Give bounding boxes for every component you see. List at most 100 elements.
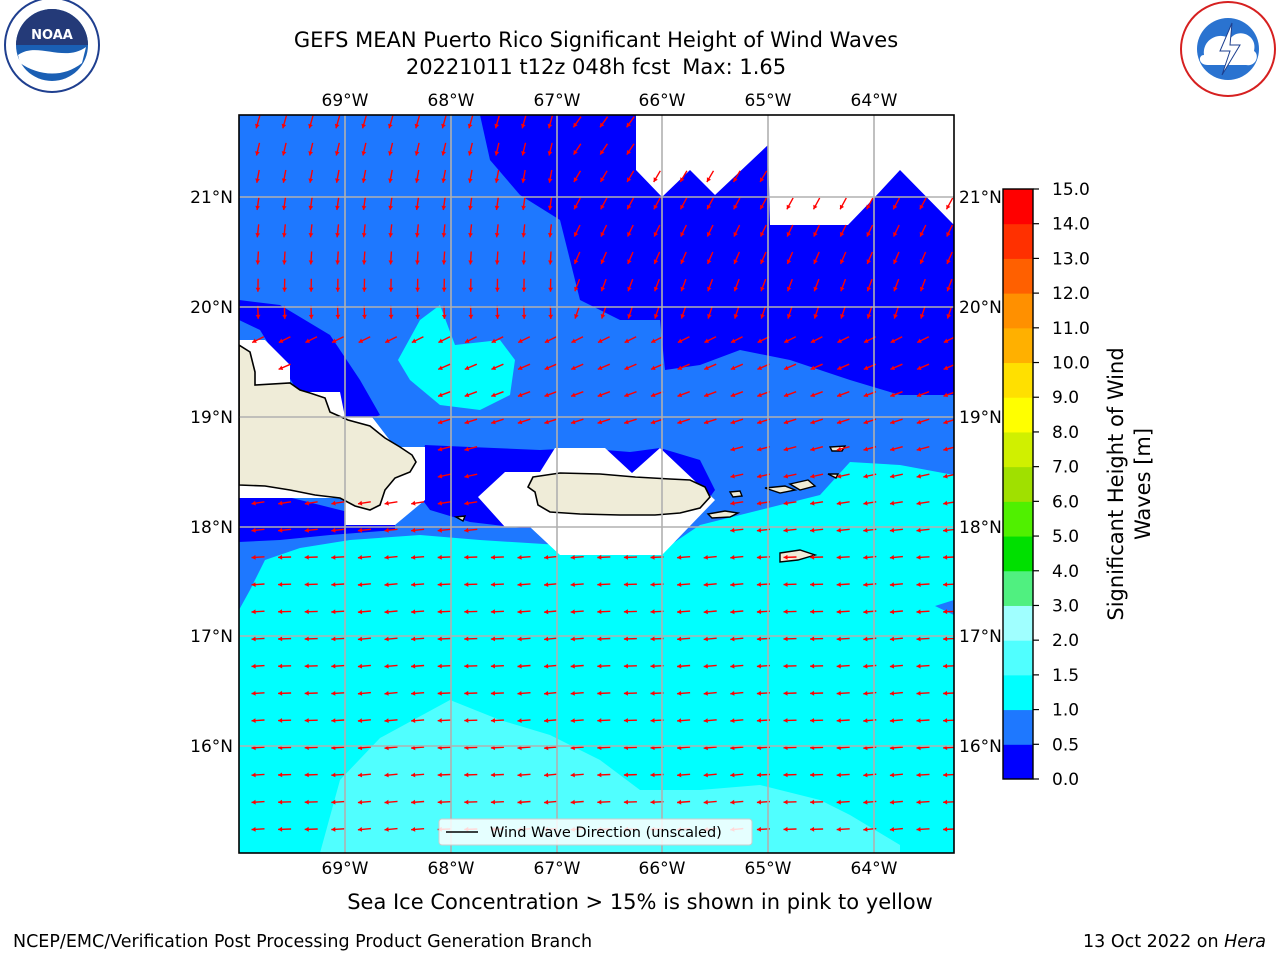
wave-direction-arrowhead <box>810 772 815 778</box>
wave-direction-arrowhead <box>384 799 389 805</box>
wave-direction-arrowhead <box>464 799 469 805</box>
wave-direction-arrowhead <box>574 259 579 264</box>
wave-direction-arrowhead <box>255 205 260 210</box>
wave-direction-arrowhead <box>573 150 578 155</box>
wave-direction-arrowhead <box>783 772 788 778</box>
wave-direction-arrowhead <box>943 636 948 642</box>
colorbar-tick-label: 1.5 <box>1052 666 1079 686</box>
wave-direction-arrowhead <box>490 636 495 642</box>
wave-direction-arrowhead <box>653 286 659 292</box>
wave-direction-arrowhead <box>437 473 443 479</box>
wave-direction-arrowhead <box>677 799 682 805</box>
wave-direction-arrowhead <box>703 663 708 669</box>
wave-direction-arrowhead <box>733 259 738 264</box>
wave-direction-arrowhead <box>890 365 895 370</box>
wave-direction-arrowhead <box>331 582 336 587</box>
wave-direction-arrowhead <box>282 287 287 292</box>
wave-direction-arrowhead <box>627 177 632 182</box>
wave-direction-arrowhead <box>468 205 473 210</box>
wave-direction-arrowhead <box>334 123 340 129</box>
wave-direction-arrowhead <box>573 204 579 210</box>
colorbar-tick-label: 9.0 <box>1052 388 1079 408</box>
wave-direction-arrowhead <box>331 772 336 778</box>
wave-direction-arrowhead <box>889 799 895 805</box>
wave-direction-arrowhead <box>570 582 575 587</box>
wave-direction-arrowhead <box>304 527 309 533</box>
wave-direction-arrowhead <box>600 204 605 210</box>
wave-direction-arrowhead <box>890 419 895 425</box>
wave-direction-arrowhead <box>464 609 469 615</box>
wave-direction-arrowhead <box>627 204 632 210</box>
wave-direction-arrowhead <box>810 419 815 425</box>
wave-direction-arrowhead <box>677 338 683 343</box>
wave-direction-arrowhead <box>757 500 762 506</box>
wave-direction-arrowhead <box>570 772 575 778</box>
wave-direction-arrowhead <box>650 663 655 669</box>
lon-tick-label-bottom: 69°W <box>322 859 369 879</box>
wave-direction-arrowhead <box>384 827 389 832</box>
wave-direction-arrowhead <box>707 314 712 319</box>
wave-direction-arrowhead <box>411 582 416 587</box>
wave-direction-arrowhead <box>278 609 283 615</box>
svg-text:NOAA: NOAA <box>31 28 73 43</box>
wave-direction-arrowhead <box>943 365 949 370</box>
footer-host: Hera <box>1224 932 1266 952</box>
puerto-rico-land <box>526 472 711 516</box>
wave-direction-arrowhead <box>468 287 474 292</box>
lat-tick-label-left: 19°N <box>190 408 233 428</box>
wave-direction-arrowhead <box>917 338 922 343</box>
lon-tick-label-top: 67°W <box>534 91 581 111</box>
wave-direction-arrowhead <box>251 527 256 533</box>
wave-direction-arrowhead <box>680 232 685 237</box>
wave-direction-arrowhead <box>464 718 469 723</box>
wave-direction-arrowhead <box>278 554 283 560</box>
wave-direction-arrowhead <box>335 260 340 265</box>
wave-direction-arrowhead <box>650 609 655 615</box>
wave-direction-arrowhead <box>680 286 685 292</box>
wave-direction-arrowhead <box>653 177 658 182</box>
wave-direction-arrowhead <box>441 287 447 292</box>
wave-direction-arrowhead <box>414 151 420 156</box>
lat-tick-label-left: 20°N <box>190 298 233 318</box>
colorbar-swatch <box>1003 570 1033 606</box>
wave-direction-arrowhead <box>438 419 443 425</box>
colorbar-tick-label: 2.0 <box>1052 631 1079 651</box>
lon-tick-label-top: 69°W <box>322 91 369 111</box>
wave-direction-arrowhead <box>308 314 314 319</box>
wave-direction-arrowhead <box>730 365 736 370</box>
wave-direction-arrowhead <box>943 663 948 669</box>
wave-direction-arrowhead <box>893 314 898 319</box>
wave-direction-arrowhead <box>704 338 709 343</box>
wave-direction-arrowhead <box>623 772 628 778</box>
wave-direction-arrowhead <box>863 473 868 479</box>
wave-direction-arrowhead <box>653 314 659 319</box>
wave-direction-arrowhead <box>650 636 655 642</box>
wave-direction-arrowhead <box>733 204 738 210</box>
colorbar-swatch <box>1003 605 1033 641</box>
wave-direction-arrowhead <box>335 287 341 292</box>
wave-direction-arrowhead <box>411 555 416 560</box>
wave-direction-arrowhead <box>308 287 314 292</box>
wave-direction-arrowhead <box>836 827 841 832</box>
colorbar-swatch <box>1003 501 1033 537</box>
wave-direction-arrowhead <box>331 663 336 669</box>
lat-tick-label-left: 18°N <box>190 518 233 538</box>
wave-direction-arrowhead <box>570 799 575 805</box>
wave-direction-arrowhead <box>783 500 788 506</box>
wave-direction-arrowhead <box>677 718 682 723</box>
wave-direction-arrowhead <box>836 582 841 587</box>
nws-logo <box>1180 1 1276 97</box>
footer-date: 13 Oct 2022 on Hera <box>1083 932 1266 952</box>
wave-direction-arrowhead <box>889 718 895 723</box>
wave-direction-arrowhead <box>570 718 575 723</box>
wave-direction-arrowhead <box>491 392 496 398</box>
wave-direction-arrowhead <box>623 636 628 642</box>
wave-direction-arrowhead <box>517 691 522 696</box>
wave-direction-arrowhead <box>703 636 708 642</box>
wave-direction-arrowhead <box>889 827 895 832</box>
wave-direction-arrowhead <box>677 582 682 587</box>
wave-direction-arrowhead <box>627 232 632 237</box>
wave-direction-arrowhead <box>521 205 526 210</box>
wave-direction-arrowhead <box>278 582 283 587</box>
wave-direction-arrowhead <box>304 500 310 506</box>
